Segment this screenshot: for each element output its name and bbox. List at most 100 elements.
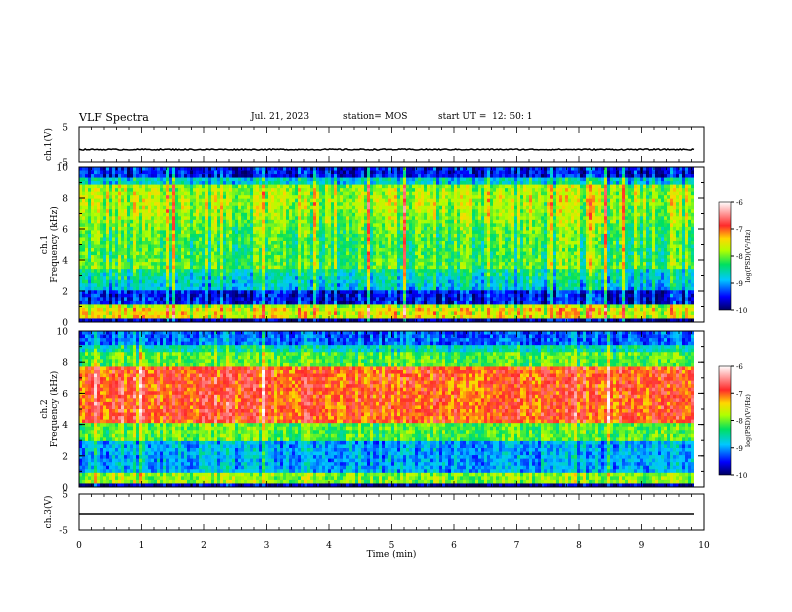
spectrogram-cell [259,233,263,238]
spectrogram-cell [343,181,347,186]
spectrogram-cell [91,216,95,221]
spectrogram-cell [451,205,455,210]
spectrogram-cell [220,216,224,221]
spectrogram-cell [235,205,239,210]
spectrogram-cell [85,209,89,214]
spectrogram-cell [670,209,674,214]
spectrogram-cell [316,177,320,182]
spectrogram-cell [133,198,137,203]
spectrogram-cell [478,223,482,228]
spectrogram-cell [100,240,104,245]
spectrogram-cell [613,191,617,196]
spectrogram-cell [97,198,101,203]
spectrogram-cell [328,233,332,238]
spectrogram-cell [514,202,518,207]
spectrogram-cell [664,244,668,249]
spectrogram-cell [166,184,170,189]
spectrogram-cell [211,240,215,245]
spectrogram-cell [298,177,302,182]
spectrogram-cell [448,167,452,171]
spectrogram-cell [595,191,599,196]
spectrogram-cell [673,167,677,171]
spectrogram-cell [655,191,659,196]
spectrogram-cell [244,184,248,189]
spectrogram-cell [103,223,107,228]
spectrogram-cell [604,212,608,217]
spectrogram-cell [676,205,680,210]
spectrogram-cell [460,177,464,182]
spectrogram-cell [472,177,476,182]
spectrogram-cell [85,167,89,171]
spectrogram-cell [547,177,551,182]
spectrogram-cell [502,170,506,175]
spectrogram-cell [592,174,596,178]
spectrogram-cell [526,202,530,207]
spectrogram-cell [157,219,161,224]
spectrogram-cell [97,248,101,252]
spectrogram-cell [586,240,590,245]
spectrogram-cell [340,216,344,221]
spectrogram-cell [205,177,209,182]
spectrogram-cell [400,205,404,210]
spectrogram-cell [139,240,143,245]
spectrogram-cell [412,230,416,235]
spectrogram-cell [184,219,188,224]
spectrogram-cell [658,191,662,196]
spectrogram-cell [418,191,422,196]
spectrogram-cell [250,202,254,207]
spectrogram-cell [277,198,281,203]
spectrogram-cell [661,216,665,221]
spectrogram-cell [322,174,326,178]
spectrogram-cell [448,223,452,228]
spectrogram-cell [364,226,368,231]
spectrogram-cell [298,226,302,231]
spectrogram-cell [352,219,356,224]
spectrogram-cell [286,188,290,193]
spectrogram-cell [436,219,440,224]
spectrogram-cell [343,209,347,214]
spectrogram-cell [436,240,440,245]
spectrogram-cell [478,212,482,217]
spectrogram-cell [223,230,227,235]
spectrogram-cell [94,230,98,235]
spectrogram-cell [592,188,596,193]
spectrogram-cell [262,174,266,178]
spectrogram-cell [187,167,191,171]
spectrogram-cell [511,219,515,224]
spectrogram-cell [142,184,146,189]
spectrogram-cell [166,202,170,207]
spectrogram-cell [151,233,155,238]
spectrogram-cell [160,212,164,217]
spectrogram-cell [511,181,515,186]
spectrogram-cell [241,244,245,249]
spectrogram-cell [370,205,374,210]
spectrogram-cell [301,202,305,207]
spectrogram-cell [451,174,455,178]
spectrogram-cell [217,248,221,252]
spectrogram-cell [175,177,179,182]
spectrogram-cell [616,188,620,193]
spectrogram-cell [217,174,221,178]
spectrogram-cell [691,188,695,193]
spectrogram-cell [526,181,530,186]
spectrogram-cell [325,191,329,196]
spectrogram-cell [343,205,347,210]
spectrogram-cell [469,209,473,214]
spectrogram-cell [331,184,335,189]
spectrogram-cell [85,219,89,224]
spectrogram-cell [463,226,467,231]
spectrogram-cell [364,198,368,203]
spectrogram-cell [157,240,161,245]
spectrogram-cell [163,230,167,235]
spectrogram-cell [658,205,662,210]
spectrogram-cell [118,237,122,242]
spectrogram-cell [175,237,179,242]
spectrogram-cell [658,167,662,171]
spectrogram-cell [508,237,512,242]
spectrogram-cell [511,174,515,178]
spectrogram-cell [367,174,371,178]
spectrogram-cell [271,188,275,193]
spectrogram-cell [637,237,641,242]
spectrogram-cell [352,170,356,175]
spectrogram-cell [571,212,575,217]
